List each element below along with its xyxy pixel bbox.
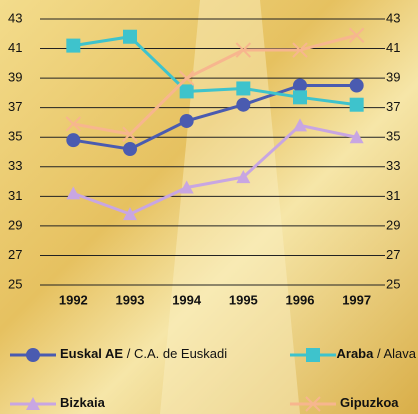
legend-marker: [306, 348, 320, 362]
point: [236, 98, 250, 112]
y-tick-label: 25: [8, 276, 22, 291]
y-tick-label-right: 31: [386, 188, 400, 203]
y-tick-label: 27: [8, 247, 22, 262]
y-tick-label: 29: [8, 217, 22, 232]
point: [180, 114, 194, 128]
x-tick-label: 1993: [116, 292, 145, 307]
legend-label: Araba / Alava: [337, 346, 417, 361]
y-tick-label-right: 29: [386, 217, 400, 232]
point: [66, 39, 80, 53]
x-tick-label: 1996: [286, 292, 315, 307]
legend-item: Araba / Alava: [290, 346, 417, 362]
point: [350, 98, 364, 112]
point: [123, 30, 137, 44]
y-tick-label: 35: [8, 129, 22, 144]
x-tick-label: 1994: [172, 292, 202, 307]
legend-marker: [26, 348, 40, 362]
y-tick-label-right: 27: [386, 247, 400, 262]
y-tick-label-right: 43: [386, 10, 400, 25]
y-tick-label: 43: [8, 10, 22, 25]
x-tick-label: 1997: [342, 292, 371, 307]
y-tick-label: 41: [8, 40, 22, 55]
point: [236, 81, 250, 95]
y-tick-label: 31: [8, 188, 22, 203]
y-tick-label-right: 37: [386, 99, 400, 114]
legend-label: Euskal AE / C.A. de Euskadi: [60, 346, 227, 361]
point: [350, 79, 364, 93]
x-tick-label: 1992: [59, 292, 88, 307]
legend-label: Bizkaia: [60, 395, 106, 410]
y-tick-label: 33: [8, 158, 22, 173]
x-tick-label: 1995: [229, 292, 258, 307]
point: [293, 90, 307, 104]
legend-label: Gipuzkoa: [340, 395, 399, 410]
y-tick-label: 37: [8, 99, 22, 114]
y-tick-label-right: 25: [386, 276, 400, 291]
point: [66, 133, 80, 147]
point: [180, 84, 194, 98]
y-tick-label: 39: [8, 70, 22, 85]
chart: 25 25 27 27 29 29 31 31 33 33 35 35 37 37 39 39 41 41 43 43…: [0, 0, 418, 414]
y-tick-label-right: 35: [386, 129, 400, 144]
point: [123, 142, 137, 156]
y-tick-label-right: 33: [386, 158, 400, 173]
y-tick-label-right: 39: [386, 70, 400, 85]
y-tick-label-right: 41: [386, 40, 400, 55]
